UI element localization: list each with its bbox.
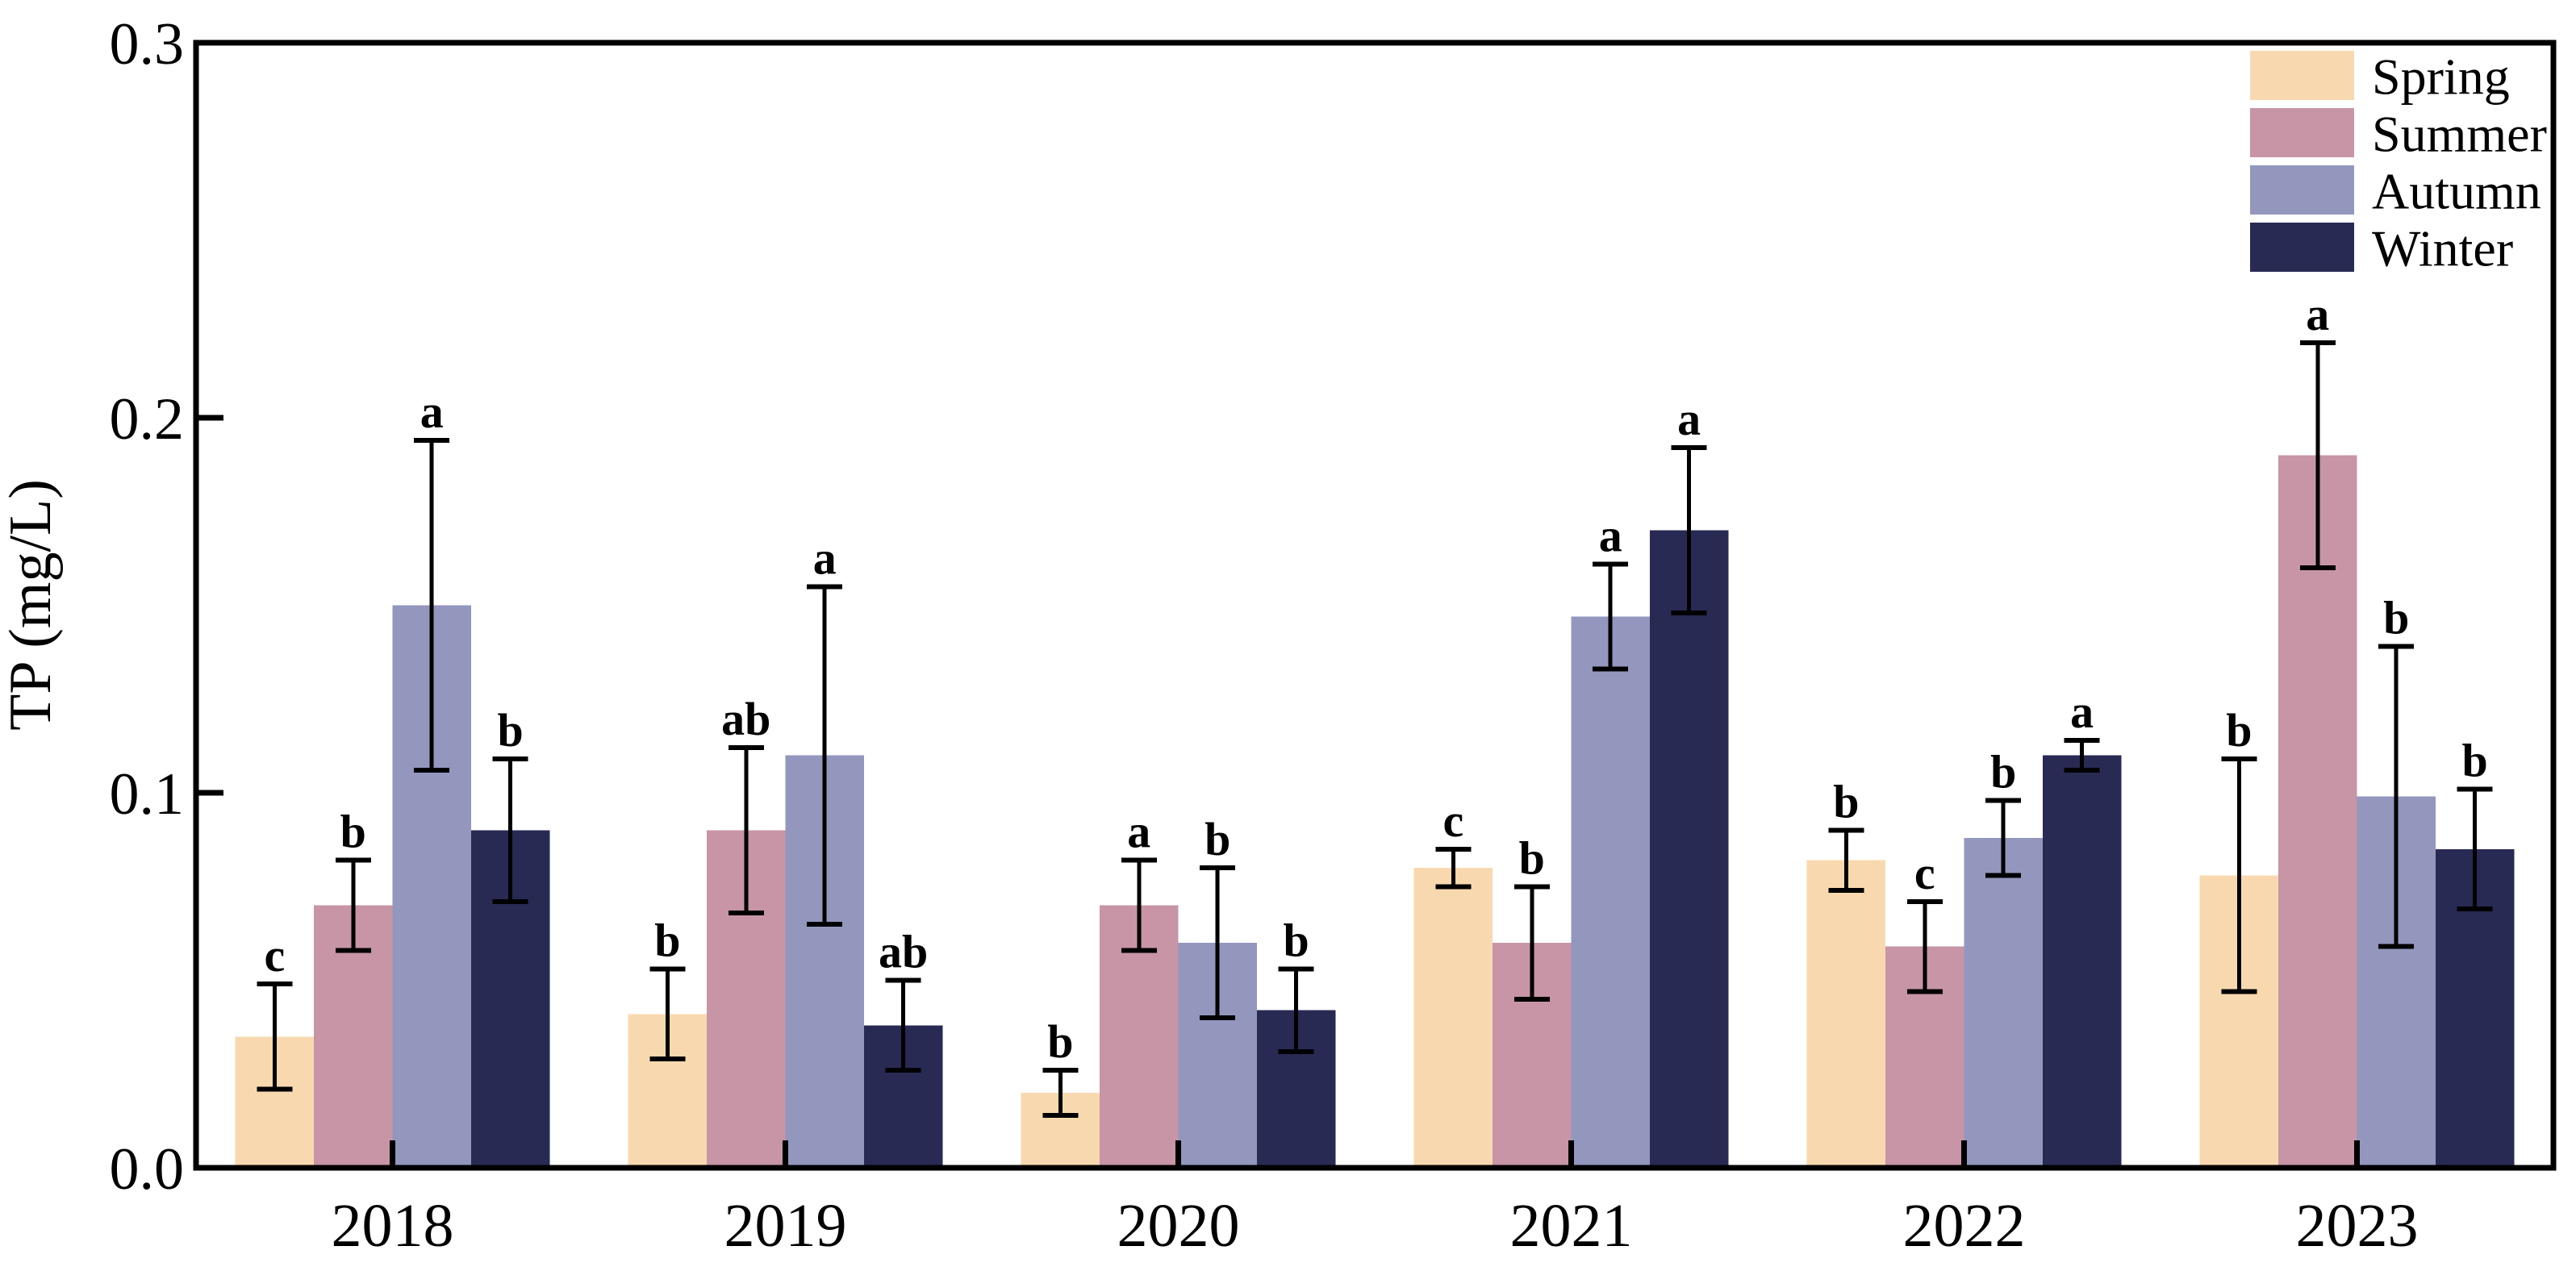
x-axis-label-2019: 2019 — [724, 1192, 847, 1260]
y-tick-label-0.3: 0.3 — [110, 11, 185, 77]
sig-letter-spring-2018: c — [265, 929, 286, 982]
legend-label-summer: Summer — [2372, 106, 2547, 163]
sig-letter-winter-2022: a — [2070, 686, 2094, 738]
y-tick-label-0.0: 0.0 — [110, 1136, 185, 1202]
sig-letter-spring-2021: c — [1443, 794, 1464, 847]
sig-letter-summer-2020: a — [1127, 806, 1150, 858]
legend-swatch-spring — [2250, 51, 2354, 100]
sig-letter-autumn-2018: a — [420, 386, 444, 438]
sig-letter-autumn-2022: b — [1990, 745, 2016, 798]
bar-winter-2022 — [2042, 755, 2122, 1168]
x-axis-label-2020: 2020 — [1117, 1192, 1240, 1260]
x-axis-label-2021: 2021 — [1510, 1192, 1633, 1260]
plot-frame — [193, 40, 2557, 1171]
bar-autumn-2021 — [1571, 616, 1650, 1168]
sig-letter-summer-2021: b — [1519, 831, 1545, 884]
sig-letter-summer-2018: b — [340, 806, 366, 858]
legend-label-winter: Winter — [2372, 220, 2513, 277]
sig-letter-winter-2020: b — [1283, 915, 1309, 967]
legend-swatch-summer — [2250, 108, 2354, 157]
y-tick-label-0.1: 0.1 — [110, 761, 185, 827]
x-axis-label-2023: 2023 — [2296, 1192, 2419, 1260]
sig-letter-winter-2018: b — [497, 704, 523, 756]
bar-winter-2021 — [1649, 530, 1729, 1168]
sig-letter-autumn-2020: b — [1204, 813, 1230, 865]
sig-letter-winter-2019: ab — [879, 926, 928, 978]
sig-letter-autumn-2023: b — [2383, 592, 2409, 644]
bar-summer-2023 — [2278, 455, 2357, 1168]
sig-letter-autumn-2021: a — [1599, 509, 1622, 561]
sig-letter-spring-2020: b — [1047, 1015, 1073, 1068]
legend-swatch-winter — [2250, 223, 2354, 272]
sig-letter-autumn-2019: a — [813, 531, 837, 584]
bar-spring-2021 — [1413, 868, 1493, 1168]
y-axis-title: TP (mg/L) — [0, 479, 64, 731]
sig-letter-spring-2019: b — [654, 915, 680, 967]
sig-letter-winter-2023: b — [2461, 734, 2487, 786]
legend-swatch-autumn — [2250, 165, 2354, 215]
x-axis-label-2022: 2022 — [1903, 1192, 2026, 1260]
legend-label-spring: Spring — [2372, 48, 2510, 106]
sig-letter-spring-2023: b — [2226, 704, 2252, 756]
sig-letter-summer-2023: a — [2306, 288, 2329, 340]
y-tick-label-0.2: 0.2 — [110, 386, 185, 452]
x-axis-label-2018: 2018 — [332, 1192, 454, 1260]
bar-spring-2022 — [1806, 860, 1886, 1168]
legend-label-autumn: Autumn — [2372, 163, 2541, 220]
sig-letter-summer-2019: ab — [721, 693, 770, 745]
sig-letter-winter-2021: a — [1677, 393, 1701, 445]
sig-letter-spring-2022: b — [1833, 776, 1859, 828]
sig-letter-summer-2022: c — [1914, 847, 1935, 899]
bar-autumn-2022 — [1964, 837, 2043, 1168]
